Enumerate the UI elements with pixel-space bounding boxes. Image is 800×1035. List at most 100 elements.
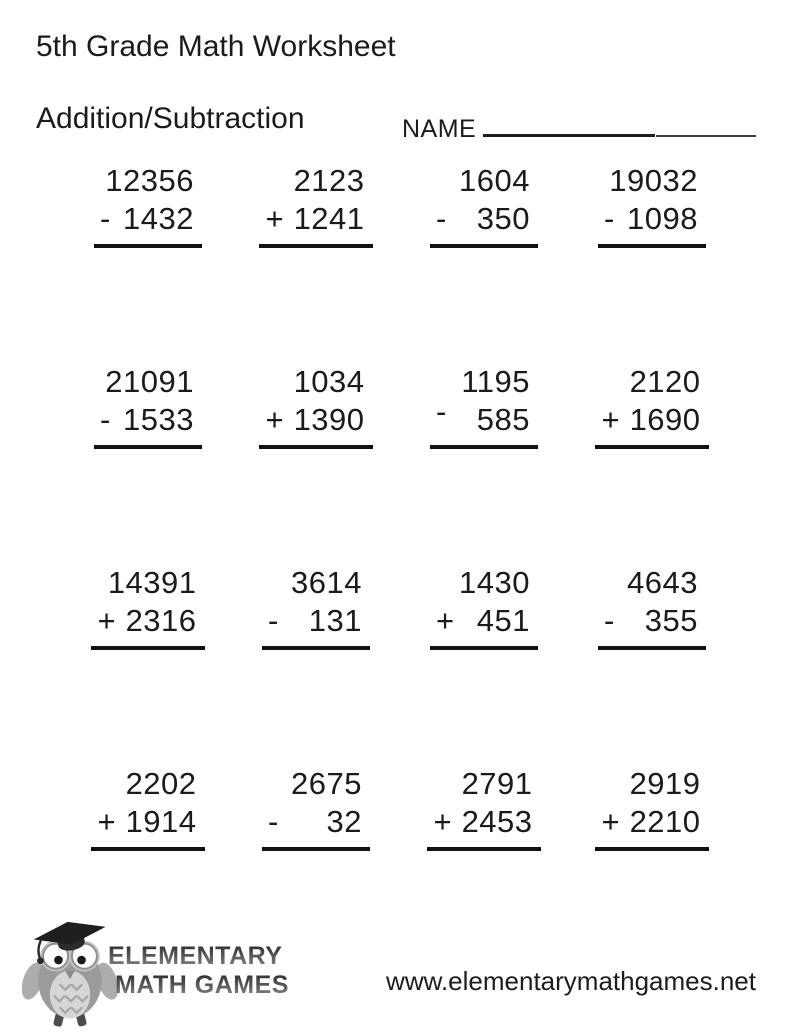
- answer-line: [259, 244, 373, 248]
- top-operand: 1034: [293, 364, 365, 399]
- math-problem: 19032 - 1098: [598, 162, 706, 248]
- bottom-operand: 2210: [629, 804, 701, 839]
- operator: -: [436, 394, 447, 429]
- answer-line: [595, 445, 709, 449]
- top-operand: 4643: [627, 565, 698, 600]
- bottom-row: + 1241: [259, 200, 372, 237]
- answer-line: [430, 445, 538, 449]
- math-problem: 2791 + 2453: [427, 765, 541, 851]
- answer-line: [598, 646, 706, 650]
- operator: +: [97, 804, 116, 839]
- bottom-row: + 1914: [91, 803, 204, 840]
- top-operand: 12356: [105, 163, 194, 198]
- math-problem: 1430 + 451: [430, 564, 538, 650]
- answer-line: [430, 646, 538, 650]
- top-operand: 21091: [105, 364, 194, 399]
- math-problem: 4643 - 355: [598, 564, 706, 650]
- answer-line: [595, 847, 709, 851]
- top-operand: 1430: [459, 565, 530, 600]
- bottom-operand: 1098: [627, 201, 698, 236]
- bottom-row: + 2453: [427, 803, 540, 840]
- math-problem: 1034 + 1390: [259, 363, 373, 449]
- bottom-operand: 451: [476, 603, 530, 638]
- top-operand: 2202: [125, 766, 197, 801]
- operator: -: [604, 603, 615, 638]
- operator: +: [436, 603, 455, 638]
- answer-line: [91, 646, 205, 650]
- bottom-operand: 1914: [125, 804, 197, 839]
- bottom-operand: 1390: [293, 402, 365, 437]
- website-url: www.elementarymathgames.net: [386, 966, 756, 996]
- operator: -: [604, 201, 615, 236]
- bottom-operand: 2453: [461, 804, 533, 839]
- math-problem: 14391 + 2316: [91, 564, 205, 650]
- operator: -: [436, 201, 447, 236]
- operator: -: [100, 402, 111, 437]
- name-label: NAME: [402, 115, 477, 143]
- math-problem: 2120 + 1690: [595, 363, 709, 449]
- math-problem: 3614 - 131: [262, 564, 370, 650]
- top-operand: 2675: [291, 766, 362, 801]
- math-problem: 21091 - 1533: [94, 363, 202, 449]
- math-problem: 1195 - 585: [430, 363, 538, 449]
- operator: +: [265, 402, 284, 437]
- top-operand: 2919: [629, 766, 701, 801]
- bottom-row: - 350: [430, 200, 538, 237]
- bottom-operand: 350: [476, 201, 530, 236]
- bottom-operand: 32: [326, 804, 362, 839]
- operator: -: [100, 201, 111, 236]
- worksheet-subtitle: Addition/Subtraction: [36, 102, 305, 135]
- top-operand: 1604: [459, 163, 530, 198]
- math-problem: 2675 - 32: [262, 765, 370, 851]
- bottom-operand: 1690: [629, 402, 701, 437]
- bottom-row: + 1690: [595, 401, 708, 438]
- bottom-operand: 355: [644, 603, 698, 638]
- name-field: NAME: [402, 110, 757, 144]
- top-operand: 1195: [461, 364, 530, 399]
- bottom-row: + 1390: [259, 401, 372, 438]
- bottom-row: - 1098: [598, 200, 706, 237]
- problems-grid: 12356 - 1432 2123 + 1241 1604 - 350 19: [64, 162, 736, 851]
- bottom-row: - 585: [430, 394, 538, 438]
- bottom-row: + 451: [430, 602, 538, 639]
- operator: +: [97, 603, 116, 638]
- bottom-row: - 355: [598, 602, 706, 639]
- top-operand: 19032: [609, 163, 698, 198]
- bottom-row: + 2210: [595, 803, 708, 840]
- name-blank-line[interactable]: [483, 110, 757, 144]
- owl-graduation-cap-icon: [22, 921, 118, 1027]
- bottom-row: + 2316: [91, 602, 204, 639]
- top-operand: 3614: [291, 565, 362, 600]
- bottom-row: - 131: [262, 602, 370, 639]
- logo-text-line1: ELEMENTARY: [108, 942, 289, 971]
- bottom-operand: 2316: [125, 603, 197, 638]
- logo-text: ELEMENTARY MATH GAMES: [108, 942, 289, 1000]
- name-line-segment: [483, 110, 656, 137]
- answer-line: [262, 847, 370, 851]
- bottom-operand: 1533: [123, 402, 194, 437]
- top-operand: 2791: [461, 766, 533, 801]
- bottom-row: - 1533: [94, 401, 202, 438]
- bottom-operand: 1432: [123, 201, 194, 236]
- operator: -: [268, 603, 279, 638]
- answer-line: [262, 646, 370, 650]
- math-problem: 2919 + 2210: [595, 765, 709, 851]
- bottom-row: - 32: [262, 803, 370, 840]
- operator: +: [265, 201, 284, 236]
- operator: +: [601, 402, 620, 437]
- top-operand: 2123: [293, 163, 365, 198]
- answer-line: [430, 244, 538, 248]
- answer-line: [94, 244, 202, 248]
- name-line-segment: [656, 111, 757, 137]
- answer-line: [94, 445, 202, 449]
- bottom-operand: 1241: [293, 201, 365, 236]
- answer-line: [259, 445, 373, 449]
- math-problem: 12356 - 1432: [94, 162, 202, 248]
- bottom-operand: 585: [476, 402, 530, 437]
- page-title: 5th Grade Math Worksheet: [36, 30, 396, 63]
- logo: ELEMENTARY MATH GAMES: [22, 916, 289, 1030]
- top-operand: 14391: [107, 565, 197, 600]
- bottom-operand: 131: [308, 603, 362, 638]
- math-problem: 2123 + 1241: [259, 162, 373, 248]
